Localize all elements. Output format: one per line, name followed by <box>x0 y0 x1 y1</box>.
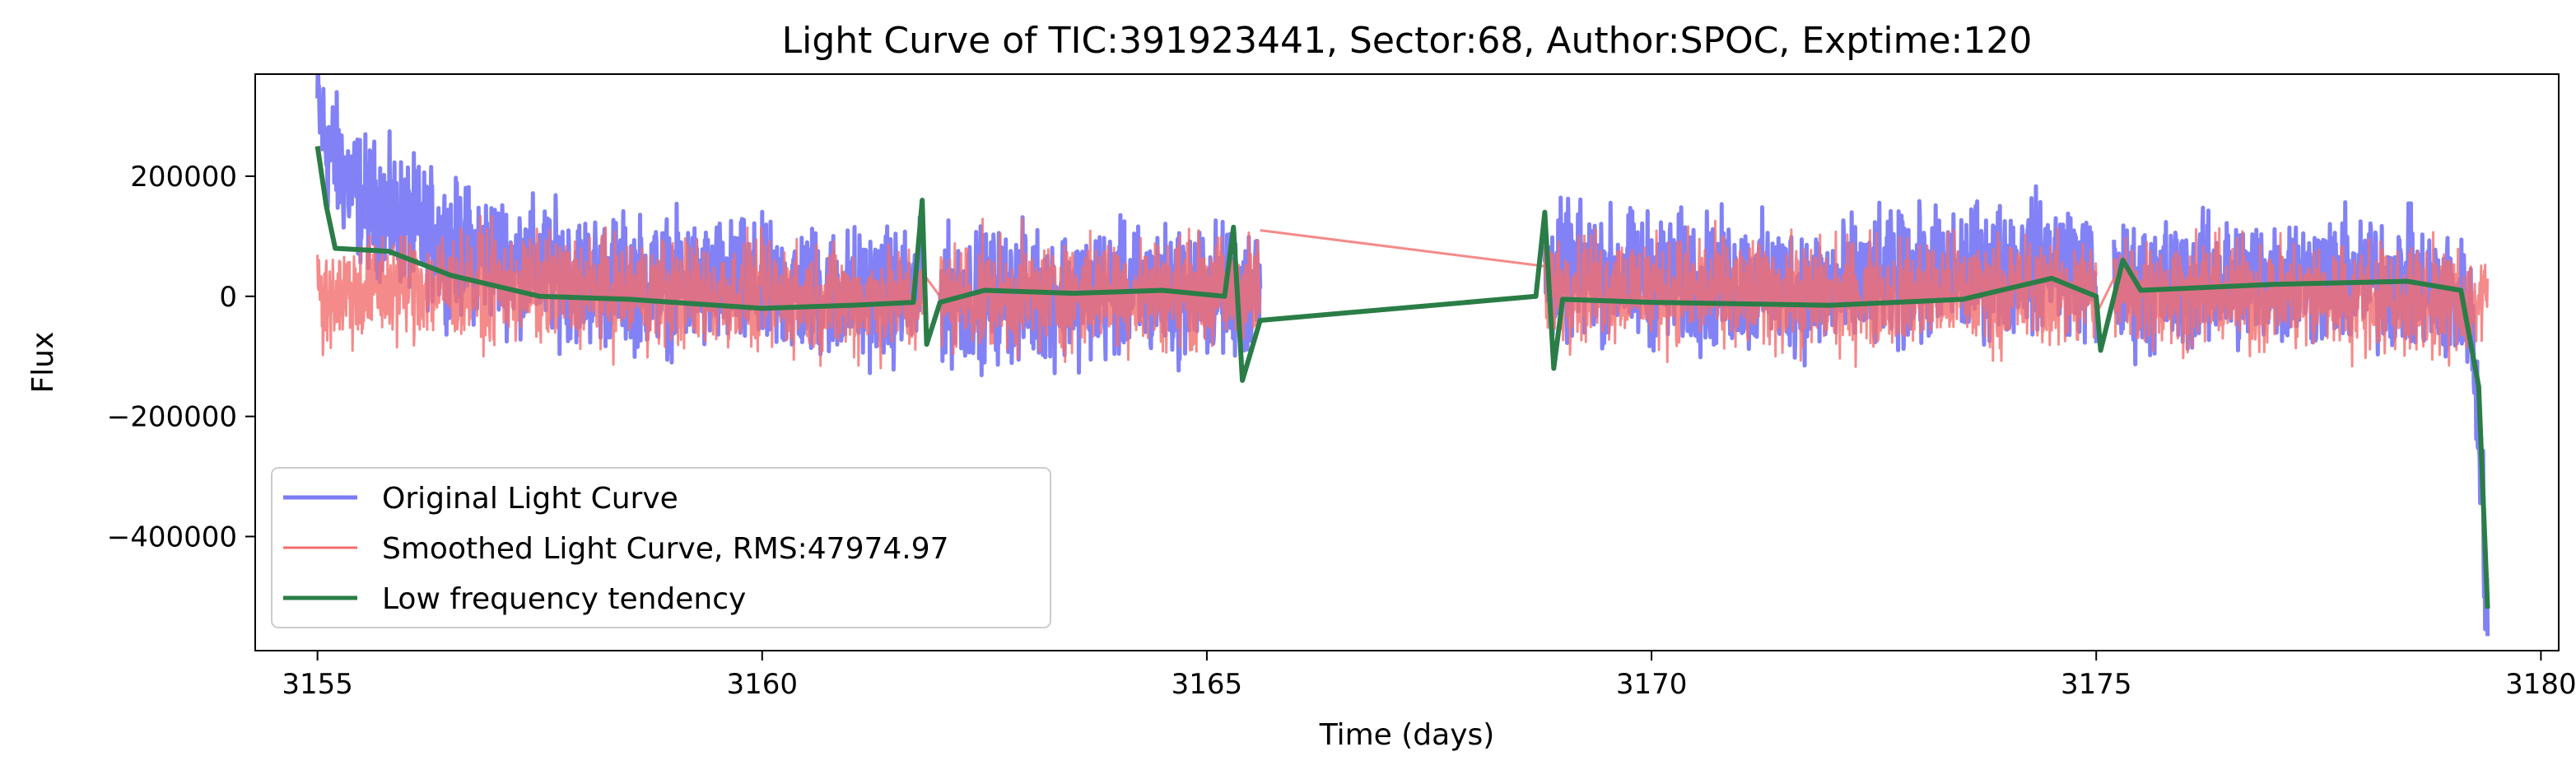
y-tick-label: −200000 <box>107 401 237 434</box>
chart-title: Light Curve of TIC:391923441, Sector:68,… <box>782 20 2033 62</box>
y-tick-label: 200000 <box>130 161 237 194</box>
x-tick-label: 3165 <box>1172 668 1243 701</box>
plot-area <box>314 74 2490 637</box>
x-axis: 3155 3160 3165 3170 3175 3180 <box>282 651 2576 701</box>
x-tick-label: 3170 <box>1616 668 1688 701</box>
legend-label-smoothed: Smoothed Light Curve, RMS:47974.97 <box>382 532 949 566</box>
y-tick-label: −400000 <box>107 521 237 553</box>
x-axis-label: Time (days) <box>1319 718 1495 752</box>
y-axis: 200000 0 −200000 −400000 <box>107 161 255 553</box>
plot-frame <box>254 73 2560 651</box>
x-tick-label: 3175 <box>2061 668 2132 701</box>
y-tick-label: 0 <box>219 281 237 314</box>
series-line <box>314 146 2490 609</box>
x-tick-label: 3155 <box>282 668 353 701</box>
legend-box <box>271 467 1051 628</box>
x-tick-label: 3160 <box>727 668 799 701</box>
y-axis-label: Flux <box>26 332 60 394</box>
legend: Original Light Curve Smoothed Light Curv… <box>271 467 1051 628</box>
legend-label-original: Original Light Curve <box>382 482 678 516</box>
legend-label-low-frequency: Low frequency tendency <box>382 582 746 616</box>
x-tick-label: 3180 <box>2505 668 2576 701</box>
series-low-frequency-tendency <box>314 146 2490 609</box>
